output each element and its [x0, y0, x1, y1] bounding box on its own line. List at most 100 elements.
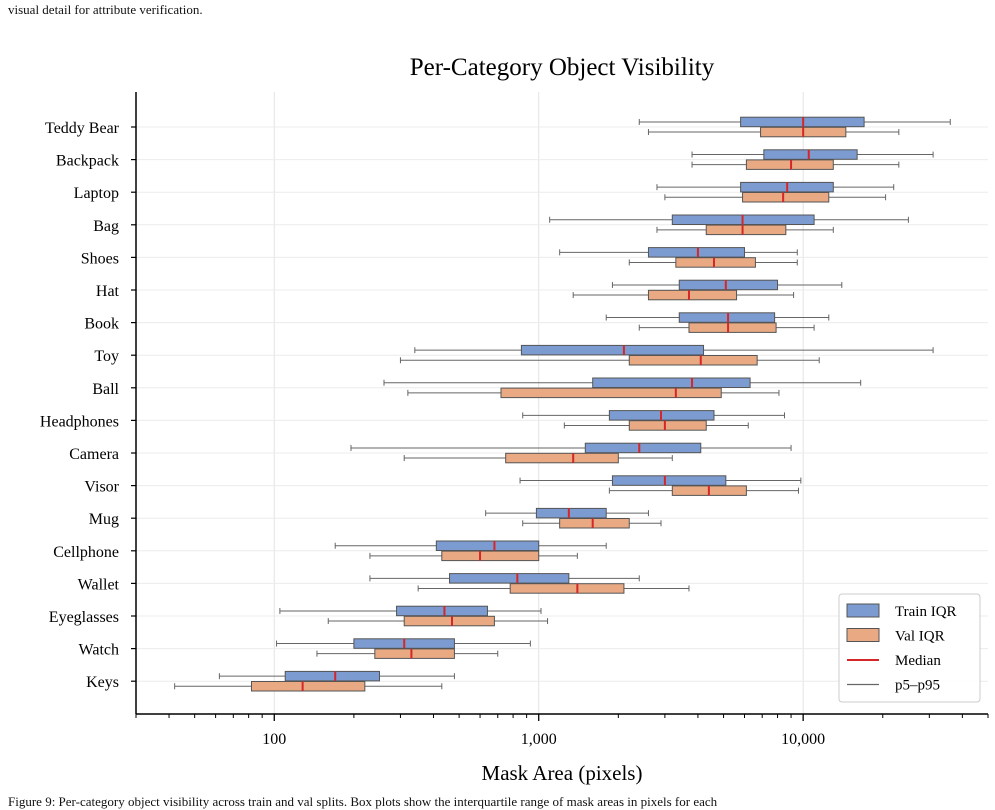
legend-swatch	[846, 628, 880, 642]
x-tick-label: 100	[262, 731, 286, 748]
x-tick-label: 10,000	[781, 731, 825, 748]
box-train	[605, 312, 830, 323]
iqr-box	[678, 312, 776, 323]
legend-item: Median	[847, 653, 941, 669]
box-train	[656, 181, 895, 193]
box-train	[276, 638, 531, 649]
iqr-box	[611, 475, 727, 486]
y-tick-label: Cellphone	[53, 544, 119, 561]
iqr-box	[584, 442, 702, 454]
y-tick-label: Headphones	[40, 413, 119, 430]
iqr-box	[396, 605, 488, 617]
y-tick-label: Bag	[93, 218, 119, 235]
box-val	[399, 355, 820, 366]
y-tick-label: Visor	[84, 479, 119, 496]
legend: Train IQR Val IQR Median p5–p95	[838, 593, 981, 703]
legend-label: Val IQR	[895, 629, 945, 645]
legend-item: Val IQR	[846, 628, 945, 645]
legend-frame	[838, 593, 981, 703]
box-train	[279, 605, 542, 617]
legend-label: Median	[895, 653, 941, 669]
y-tick-label: Toy	[94, 348, 119, 365]
box-plot-chart: Teddy Bear Backpack Laptop Bag Shoes Hat Book T…	[40, 54, 989, 785]
iqr-box	[284, 670, 381, 682]
caption-top: visual detail for attribute verification…	[8, 2, 203, 17]
box-train	[519, 475, 802, 486]
iqr-box	[688, 322, 777, 333]
legend-label: p5–p95	[895, 678, 940, 694]
box-val	[407, 387, 780, 399]
iqr-box	[647, 247, 745, 258]
y-tick-label: Book	[84, 316, 119, 333]
iqr-box	[592, 377, 751, 388]
box-train	[549, 214, 909, 225]
box-val	[316, 648, 499, 659]
box-train	[383, 377, 862, 388]
iqr-box	[449, 573, 570, 584]
iqr-box	[505, 452, 619, 464]
box-val	[327, 615, 549, 627]
box-val	[417, 583, 690, 594]
box-val	[638, 322, 815, 333]
iqr-box	[678, 279, 779, 291]
legend-item: Train IQR	[846, 603, 957, 620]
box-val	[522, 518, 662, 529]
box-val	[174, 681, 443, 692]
box-val	[664, 192, 887, 203]
box-train	[638, 116, 951, 128]
y-tick-label: Ball	[92, 381, 119, 398]
box-train	[369, 573, 640, 584]
iqr-box	[647, 289, 738, 301]
y-tick-label: Mug	[89, 511, 119, 528]
iqr-box	[763, 149, 858, 160]
iqr-box	[250, 681, 366, 692]
axis-layer: Teddy Bear Backpack Laptop Bag Shoes Hat Book T…	[40, 92, 989, 748]
y-tick-label: Wallet	[78, 576, 120, 593]
box-train	[218, 670, 455, 682]
box-val	[691, 159, 900, 170]
iqr-box	[675, 257, 756, 268]
box-val	[563, 420, 749, 431]
iqr-box	[559, 518, 630, 529]
box-train	[485, 507, 649, 519]
box-train	[334, 540, 607, 551]
y-tick-label: Eyeglasses	[49, 609, 119, 626]
box-train	[522, 410, 785, 421]
caption-bottom: Figure 9: Per-category object visibility…	[8, 794, 718, 809]
y-tick-label: Camera	[69, 446, 119, 463]
y-tick-label: Backpack	[56, 153, 119, 170]
iqr-box	[509, 583, 625, 594]
legend-item: p5–p95	[847, 678, 940, 694]
iqr-box	[520, 344, 705, 356]
iqr-box	[742, 192, 830, 203]
iqr-box	[705, 224, 787, 236]
iqr-box	[535, 507, 607, 519]
x-tick-label: 1,000	[521, 731, 557, 748]
box-train	[559, 247, 798, 258]
box-val	[647, 126, 900, 138]
y-tick-label: Keys	[86, 674, 119, 691]
y-tick-label: Laptop	[74, 185, 119, 202]
y-tick-label: Watch	[79, 642, 119, 659]
box-val	[656, 224, 834, 236]
box-val	[369, 550, 578, 562]
box-train	[611, 279, 843, 291]
iqr-box	[374, 648, 455, 659]
iqr-box	[441, 550, 540, 562]
iqr-box	[435, 540, 540, 551]
y-tick-label: Shoes	[81, 250, 119, 267]
box-val	[403, 452, 673, 464]
box-train	[691, 149, 934, 160]
y-tick-label: Hat	[96, 283, 120, 300]
x-axis-label: Mask Area (pixels)	[482, 761, 643, 785]
box-layer	[174, 116, 951, 692]
iqr-box	[628, 420, 707, 431]
legend-label: Train IQR	[895, 604, 957, 620]
iqr-box	[628, 355, 758, 366]
y-tick-label: Teddy Bear	[45, 120, 120, 137]
chart-title: Per-Category Object Visibility	[410, 54, 715, 81]
iqr-box	[500, 387, 722, 399]
box-val	[608, 485, 799, 496]
box-val	[572, 289, 795, 301]
box-val	[628, 257, 798, 268]
